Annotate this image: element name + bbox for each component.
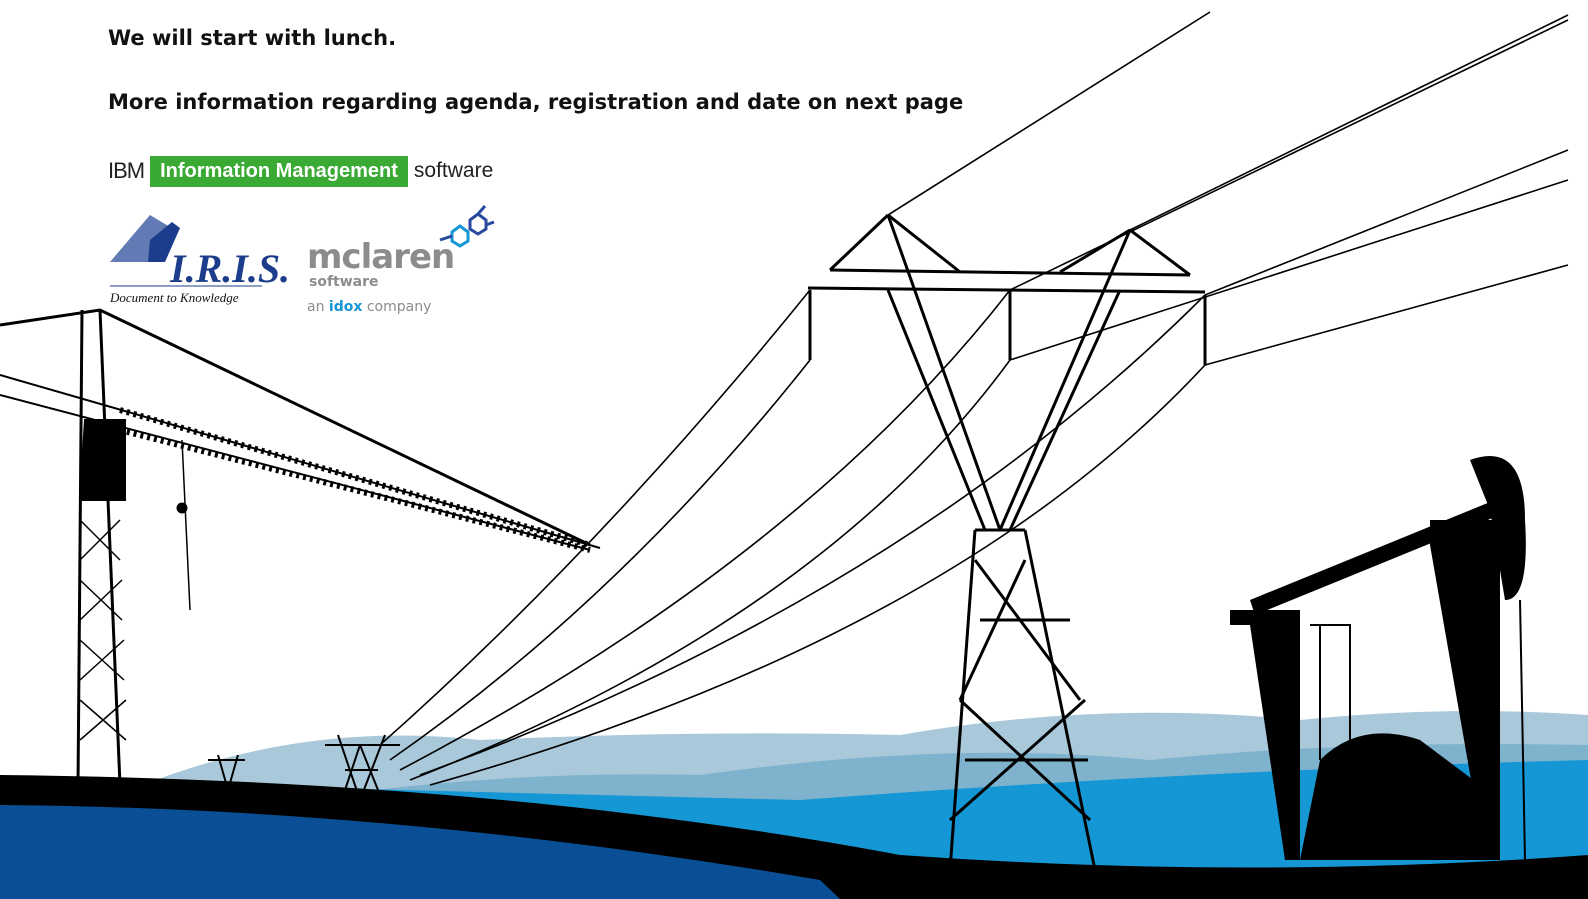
crane — [0, 310, 600, 785]
ibm-logo: IBM Information Management software — [108, 155, 493, 187]
intro-line: We will start with lunch. — [108, 26, 396, 50]
mclaren-logo: mclaren software an idox company — [307, 206, 494, 315]
mclaren-sub: software — [309, 274, 379, 290]
tagline-company: idox — [329, 299, 362, 315]
iris-logo: I.R.I.S. Document to Knowledge — [109, 215, 290, 305]
iris-tagline: Document to Knowledge — [109, 290, 239, 305]
ibm-product: Information Management — [150, 156, 408, 187]
ibm-suffix: software — [414, 159, 493, 183]
illustration: I.R.I.S. Document to Knowledge mclaren s… — [0, 0, 1588, 899]
tagline-suffix: company — [367, 299, 432, 315]
mclaren-tagline: an idox company — [307, 299, 431, 315]
tagline-prefix: an — [307, 299, 324, 315]
ibm-brand: IBM — [108, 158, 144, 184]
info-line: More information regarding agenda, regis… — [108, 90, 963, 114]
page: {"text": {"lines": ["We will start with … — [0, 0, 1588, 899]
mclaren-name: mclaren — [307, 237, 454, 277]
iris-name: I.R.I.S. — [169, 246, 290, 291]
